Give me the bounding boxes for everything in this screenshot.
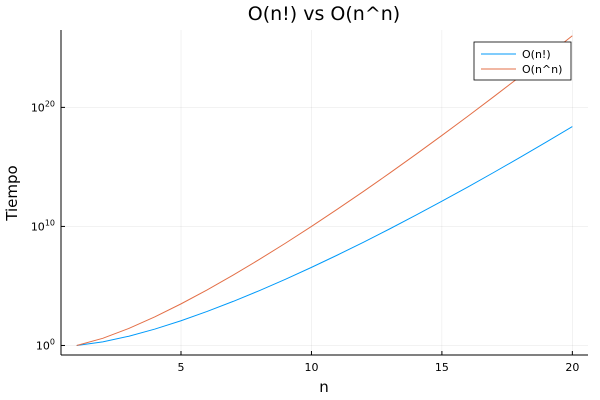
grid-lines <box>61 30 588 355</box>
x-tick-label: 15 <box>435 361 449 374</box>
legend-entry-1: O(n^n) <box>522 63 562 76</box>
ticks: 5 10 15 20 100 1010 1020 <box>31 99 580 374</box>
legend-entry-0: O(n!) <box>522 48 551 61</box>
x-tick-label: 5 <box>178 361 185 374</box>
chart-title: O(n!) vs O(n^n) <box>248 3 400 25</box>
y-tick-label: 100 <box>36 337 55 352</box>
legend: O(n!) O(n^n) <box>473 41 572 81</box>
series-line-1 <box>76 35 573 346</box>
y-tick-label: 1010 <box>31 218 55 233</box>
x-tick-label: 20 <box>565 361 579 374</box>
x-tick-label: 10 <box>304 361 318 374</box>
y-tick-label: 1020 <box>31 99 55 114</box>
series-line-0 <box>76 126 573 346</box>
legend-box <box>473 41 572 81</box>
y-axis-label: Tiempo <box>3 165 21 221</box>
axes <box>60 30 588 356</box>
x-axis-label: n <box>319 378 329 396</box>
series <box>76 35 573 346</box>
